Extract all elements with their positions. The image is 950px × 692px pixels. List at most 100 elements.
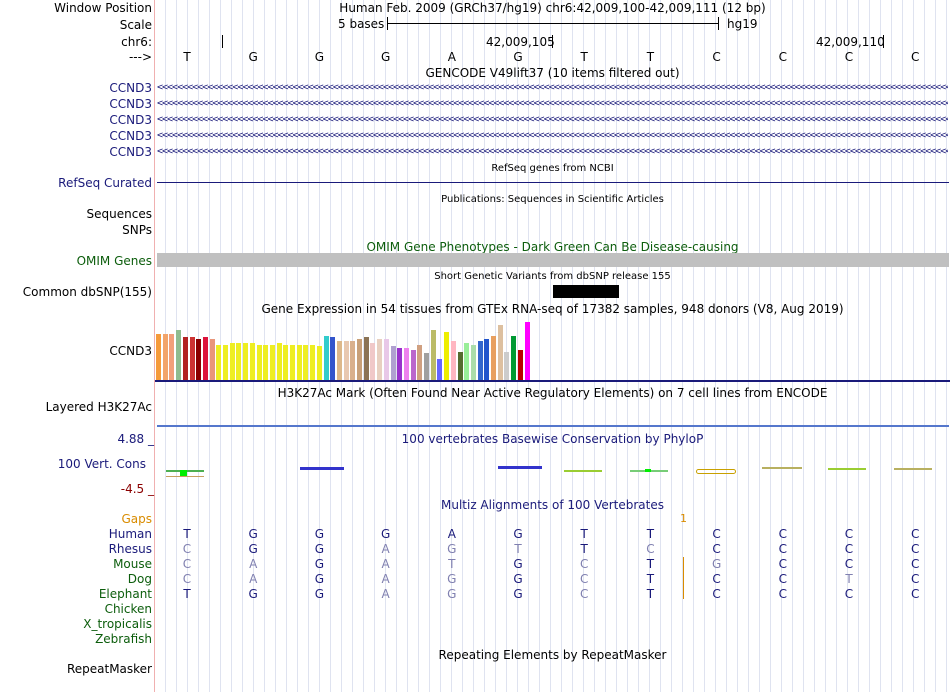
gtex-label[interactable]: CCND3 — [109, 344, 152, 358]
dbsnp-label[interactable]: Common dbSNP(155) — [22, 285, 152, 299]
gtex-tissue-bar[interactable] — [504, 352, 510, 380]
phylop-label[interactable]: 100 Vert. Cons — [57, 457, 146, 471]
gencode-transcript[interactable]: <<<<<<<<<<<<<<<<<<<<<<<<<<<<<<<<<<<<<<<<… — [157, 131, 948, 141]
gtex-tissue-bar[interactable] — [464, 343, 470, 380]
gtex-tissue-bar[interactable] — [397, 348, 403, 380]
gtex-tissue-bar[interactable] — [276, 343, 282, 380]
gtex-tissue-bar[interactable] — [196, 339, 202, 380]
phylop-title[interactable]: 100 vertebrates Basewise Conservation by… — [401, 432, 704, 446]
gencode-transcript[interactable]: <<<<<<<<<<<<<<<<<<<<<<<<<<<<<<<<<<<<<<<<… — [157, 99, 948, 109]
gtex-tissue-bar[interactable] — [450, 341, 456, 380]
gtex-tissue-bar[interactable] — [176, 330, 182, 380]
gtex-tissue-bar[interactable] — [403, 348, 409, 380]
gtex-tissue-bar[interactable] — [424, 353, 429, 380]
gtex-tissue-bar[interactable] — [330, 337, 336, 380]
gtex-tissue-bar[interactable] — [350, 341, 356, 380]
gencode-item-label[interactable]: CCND3 — [109, 113, 152, 127]
species-label[interactable]: Dog — [127, 572, 152, 586]
gtex-tissue-bar[interactable] — [430, 330, 436, 380]
gtex-tissue-bar[interactable] — [457, 352, 463, 380]
gtex-tissue-bar[interactable] — [497, 325, 503, 380]
gtex-tissue-bar[interactable] — [202, 337, 208, 380]
repeatmasker-label[interactable]: RepeatMasker — [66, 662, 152, 676]
gtex-tissue-bar[interactable] — [303, 345, 309, 380]
gtex-tissue-bar[interactable] — [296, 345, 302, 380]
gtex-tissue-bar[interactable] — [511, 336, 517, 380]
gtex-tissue-bar[interactable] — [444, 332, 450, 380]
h3k27ac-label[interactable]: Layered H3K27Ac — [45, 400, 152, 414]
gtex-tissue-bar[interactable] — [316, 346, 322, 380]
gtex-tissue-bar[interactable] — [491, 336, 496, 380]
gtex-tissue-bar[interactable] — [383, 339, 389, 380]
species-label[interactable]: Elephant — [98, 587, 152, 601]
publications-title[interactable]: Publications: Sequences in Scientific Ar… — [441, 194, 664, 205]
omim-label[interactable]: OMIM Genes — [76, 254, 152, 268]
gtex-tissue-bar[interactable] — [216, 345, 222, 380]
gencode-item-label[interactable]: CCND3 — [109, 97, 152, 111]
gtex-tissue-bar[interactable] — [470, 345, 476, 380]
dbsnp-title[interactable]: Short Genetic Variants from dbSNP releas… — [434, 271, 671, 282]
gtex-tissue-bar[interactable] — [390, 346, 396, 380]
gencode-item-label[interactable]: CCND3 — [109, 129, 152, 143]
gencode-item-label[interactable]: CCND3 — [109, 145, 152, 159]
h3k27ac-signal[interactable] — [157, 425, 949, 427]
gtex-tissue-bar[interactable] — [182, 337, 188, 380]
gtex-tissue-bar[interactable] — [263, 345, 269, 380]
refseq-label[interactable]: RefSeq Curated — [58, 176, 152, 190]
gtex-tissue-bar[interactable] — [524, 322, 530, 380]
gtex-tissue-bar[interactable] — [517, 350, 523, 380]
gtex-tissue-bar[interactable] — [363, 337, 369, 380]
gap-marker — [683, 557, 684, 599]
repeatmasker-title[interactable]: Repeating Elements by RepeatMasker — [438, 648, 667, 662]
alignment-base: G — [314, 572, 325, 586]
gtex-tissue-bar[interactable] — [223, 345, 228, 380]
omim-title[interactable]: OMIM Gene Phenotypes - Dark Green Can Be… — [366, 240, 739, 254]
species-label[interactable]: Mouse — [113, 557, 152, 571]
gtex-tissue-bar[interactable] — [283, 345, 289, 380]
gtex-tissue-bar[interactable] — [437, 359, 443, 380]
gencode-title[interactable]: GENCODE V49lift37 (10 items filtered out… — [425, 66, 680, 80]
multiz-title[interactable]: Multiz Alignments of 100 Vertebrates — [440, 498, 665, 512]
gtex-tissue-bar[interactable] — [323, 336, 329, 380]
gtex-tissue-bar[interactable] — [209, 339, 215, 380]
gtex-tissue-bar[interactable] — [189, 337, 195, 380]
gtex-tissue-bar[interactable] — [229, 343, 235, 380]
gtex-tissue-bar[interactable] — [269, 345, 275, 380]
species-label[interactable]: X_tropicalis — [83, 617, 152, 631]
gtex-tissue-bar[interactable] — [343, 341, 349, 380]
gtex-tissue-bar[interactable] — [410, 350, 416, 380]
gtex-tissue-bar[interactable] — [243, 343, 249, 380]
gtex-tissue-bar[interactable] — [290, 345, 295, 380]
gtex-tissue-bar[interactable] — [310, 345, 316, 380]
gtex-tissue-bar[interactable] — [162, 334, 168, 380]
gencode-item-label[interactable]: CCND3 — [109, 81, 152, 95]
gtex-tissue-bar[interactable] — [357, 339, 362, 380]
species-label[interactable]: Chicken — [104, 602, 152, 616]
gtex-tissue-bar[interactable] — [377, 339, 383, 380]
h3k27ac-title[interactable]: H3K27Ac Mark (Often Found Near Active Re… — [277, 386, 828, 400]
gtex-tissue-bar[interactable] — [156, 334, 161, 380]
species-label[interactable]: Zebrafish — [95, 632, 152, 646]
gtex-tissue-bar[interactable] — [236, 343, 242, 380]
gencode-transcript[interactable]: <<<<<<<<<<<<<<<<<<<<<<<<<<<<<<<<<<<<<<<<… — [157, 115, 948, 125]
refseq-title[interactable]: RefSeq genes from NCBI — [491, 163, 614, 174]
species-label[interactable]: Rhesus — [108, 542, 152, 556]
gencode-transcript[interactable]: <<<<<<<<<<<<<<<<<<<<<<<<<<<<<<<<<<<<<<<<… — [157, 83, 948, 93]
gencode-transcript[interactable]: <<<<<<<<<<<<<<<<<<<<<<<<<<<<<<<<<<<<<<<<… — [157, 147, 948, 157]
gtex-tissue-bar[interactable] — [370, 343, 376, 380]
dbsnp-variant[interactable] — [553, 285, 619, 298]
sequences-label[interactable]: Sequences — [86, 207, 152, 221]
gtex-tissue-bar[interactable] — [336, 341, 342, 380]
gtex-tissue-bar[interactable] — [256, 345, 262, 380]
gtex-tissue-bar[interactable] — [477, 341, 483, 380]
gtex-tissue-bar[interactable] — [249, 343, 255, 380]
refseq-gene-line[interactable] — [157, 182, 949, 183]
gtex-tissue-bar[interactable] — [169, 334, 175, 380]
species-label[interactable]: Human — [108, 527, 152, 541]
gaps-label[interactable]: Gaps — [121, 512, 152, 526]
gtex-title[interactable]: Gene Expression in 54 tissues from GTEx … — [261, 302, 844, 316]
gtex-tissue-bar[interactable] — [417, 345, 423, 380]
omim-gene-bar[interactable] — [157, 253, 949, 267]
snps-label[interactable]: SNPs — [122, 223, 152, 237]
gtex-tissue-bar[interactable] — [484, 339, 490, 380]
